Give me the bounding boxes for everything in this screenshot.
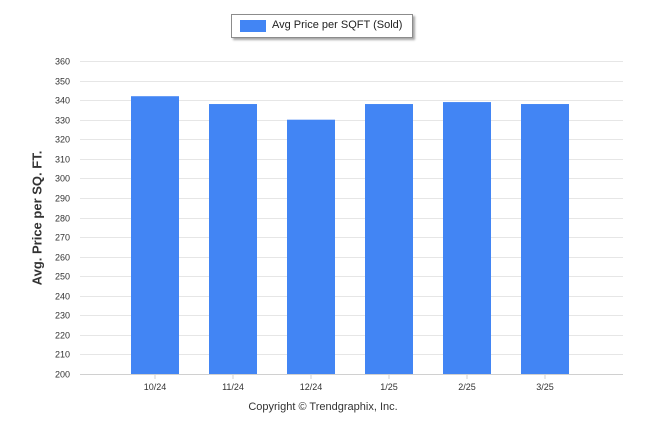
x-tick-label: 3/25 <box>536 382 554 392</box>
bar-12-24[interactable] <box>287 119 335 374</box>
y-tick-label: 240 <box>55 292 70 302</box>
x-tick-label: 11/24 <box>222 382 244 392</box>
y-tick-label: 260 <box>55 253 70 263</box>
y-tick-label: 230 <box>55 311 70 321</box>
bar-2-25[interactable] <box>443 102 491 375</box>
y-tick-label: 210 <box>55 350 70 360</box>
y-tick-label: 310 <box>55 155 70 165</box>
bar-3-25[interactable] <box>521 104 569 374</box>
legend-label: Avg Price per SQFT (Sold) <box>272 19 403 31</box>
bar-1-25[interactable] <box>365 104 413 374</box>
y-tick-label: 250 <box>55 272 70 282</box>
y-tick-label: 340 <box>55 96 70 106</box>
y-tick-label: 220 <box>55 331 70 341</box>
bar-10-24[interactable] <box>131 96 179 375</box>
y-tick-label: 200 <box>55 370 70 380</box>
x-tick-label: 2/25 <box>458 382 476 392</box>
legend-swatch <box>240 20 266 32</box>
copyright-text: Copyright © Trendgraphix, Inc. <box>248 401 398 413</box>
x-tick-label: 10/24 <box>144 382 167 392</box>
y-tick-label: 270 <box>55 233 70 243</box>
y-axis-ticks: 200 210 220 230 240 250 260 270 280 290 300 310 320 3… <box>55 57 70 380</box>
y-tick-label: 360 <box>55 57 70 67</box>
legend: Avg Price per SQFT (Sold) <box>231 14 413 38</box>
y-axis-label: Avg. Price per SQ. FT. <box>29 150 45 286</box>
y-tick-label: 320 <box>55 135 70 145</box>
y-tick-label: 300 <box>55 174 70 184</box>
x-tick-label: 1/25 <box>380 382 398 392</box>
y-tick-label: 290 <box>55 194 70 204</box>
bar-11-24[interactable] <box>209 104 257 374</box>
x-tick-label: 12/24 <box>300 382 323 392</box>
bars <box>131 96 569 375</box>
y-tick-label: 280 <box>55 214 70 224</box>
y-tick-label: 330 <box>55 116 70 126</box>
x-axis-ticks: 10/24 11/24 12/24 1/25 2/25 3/25 <box>144 374 554 392</box>
y-tick-label: 350 <box>55 77 70 87</box>
